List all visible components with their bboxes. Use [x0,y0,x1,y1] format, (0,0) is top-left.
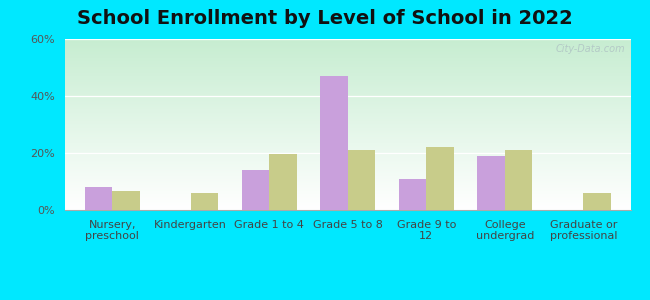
Bar [320,76,348,210]
Bar [584,193,611,210]
Bar [505,150,532,210]
Bar [399,178,426,210]
Bar [269,154,296,210]
Bar [348,150,375,210]
Bar [242,170,269,210]
Text: City-Data.com: City-Data.com [555,44,625,54]
Bar [477,156,505,210]
Bar [112,191,140,210]
Bar [190,193,218,210]
Bar [84,187,112,210]
Text: School Enrollment by Level of School in 2022: School Enrollment by Level of School in … [77,9,573,28]
Bar [426,147,454,210]
